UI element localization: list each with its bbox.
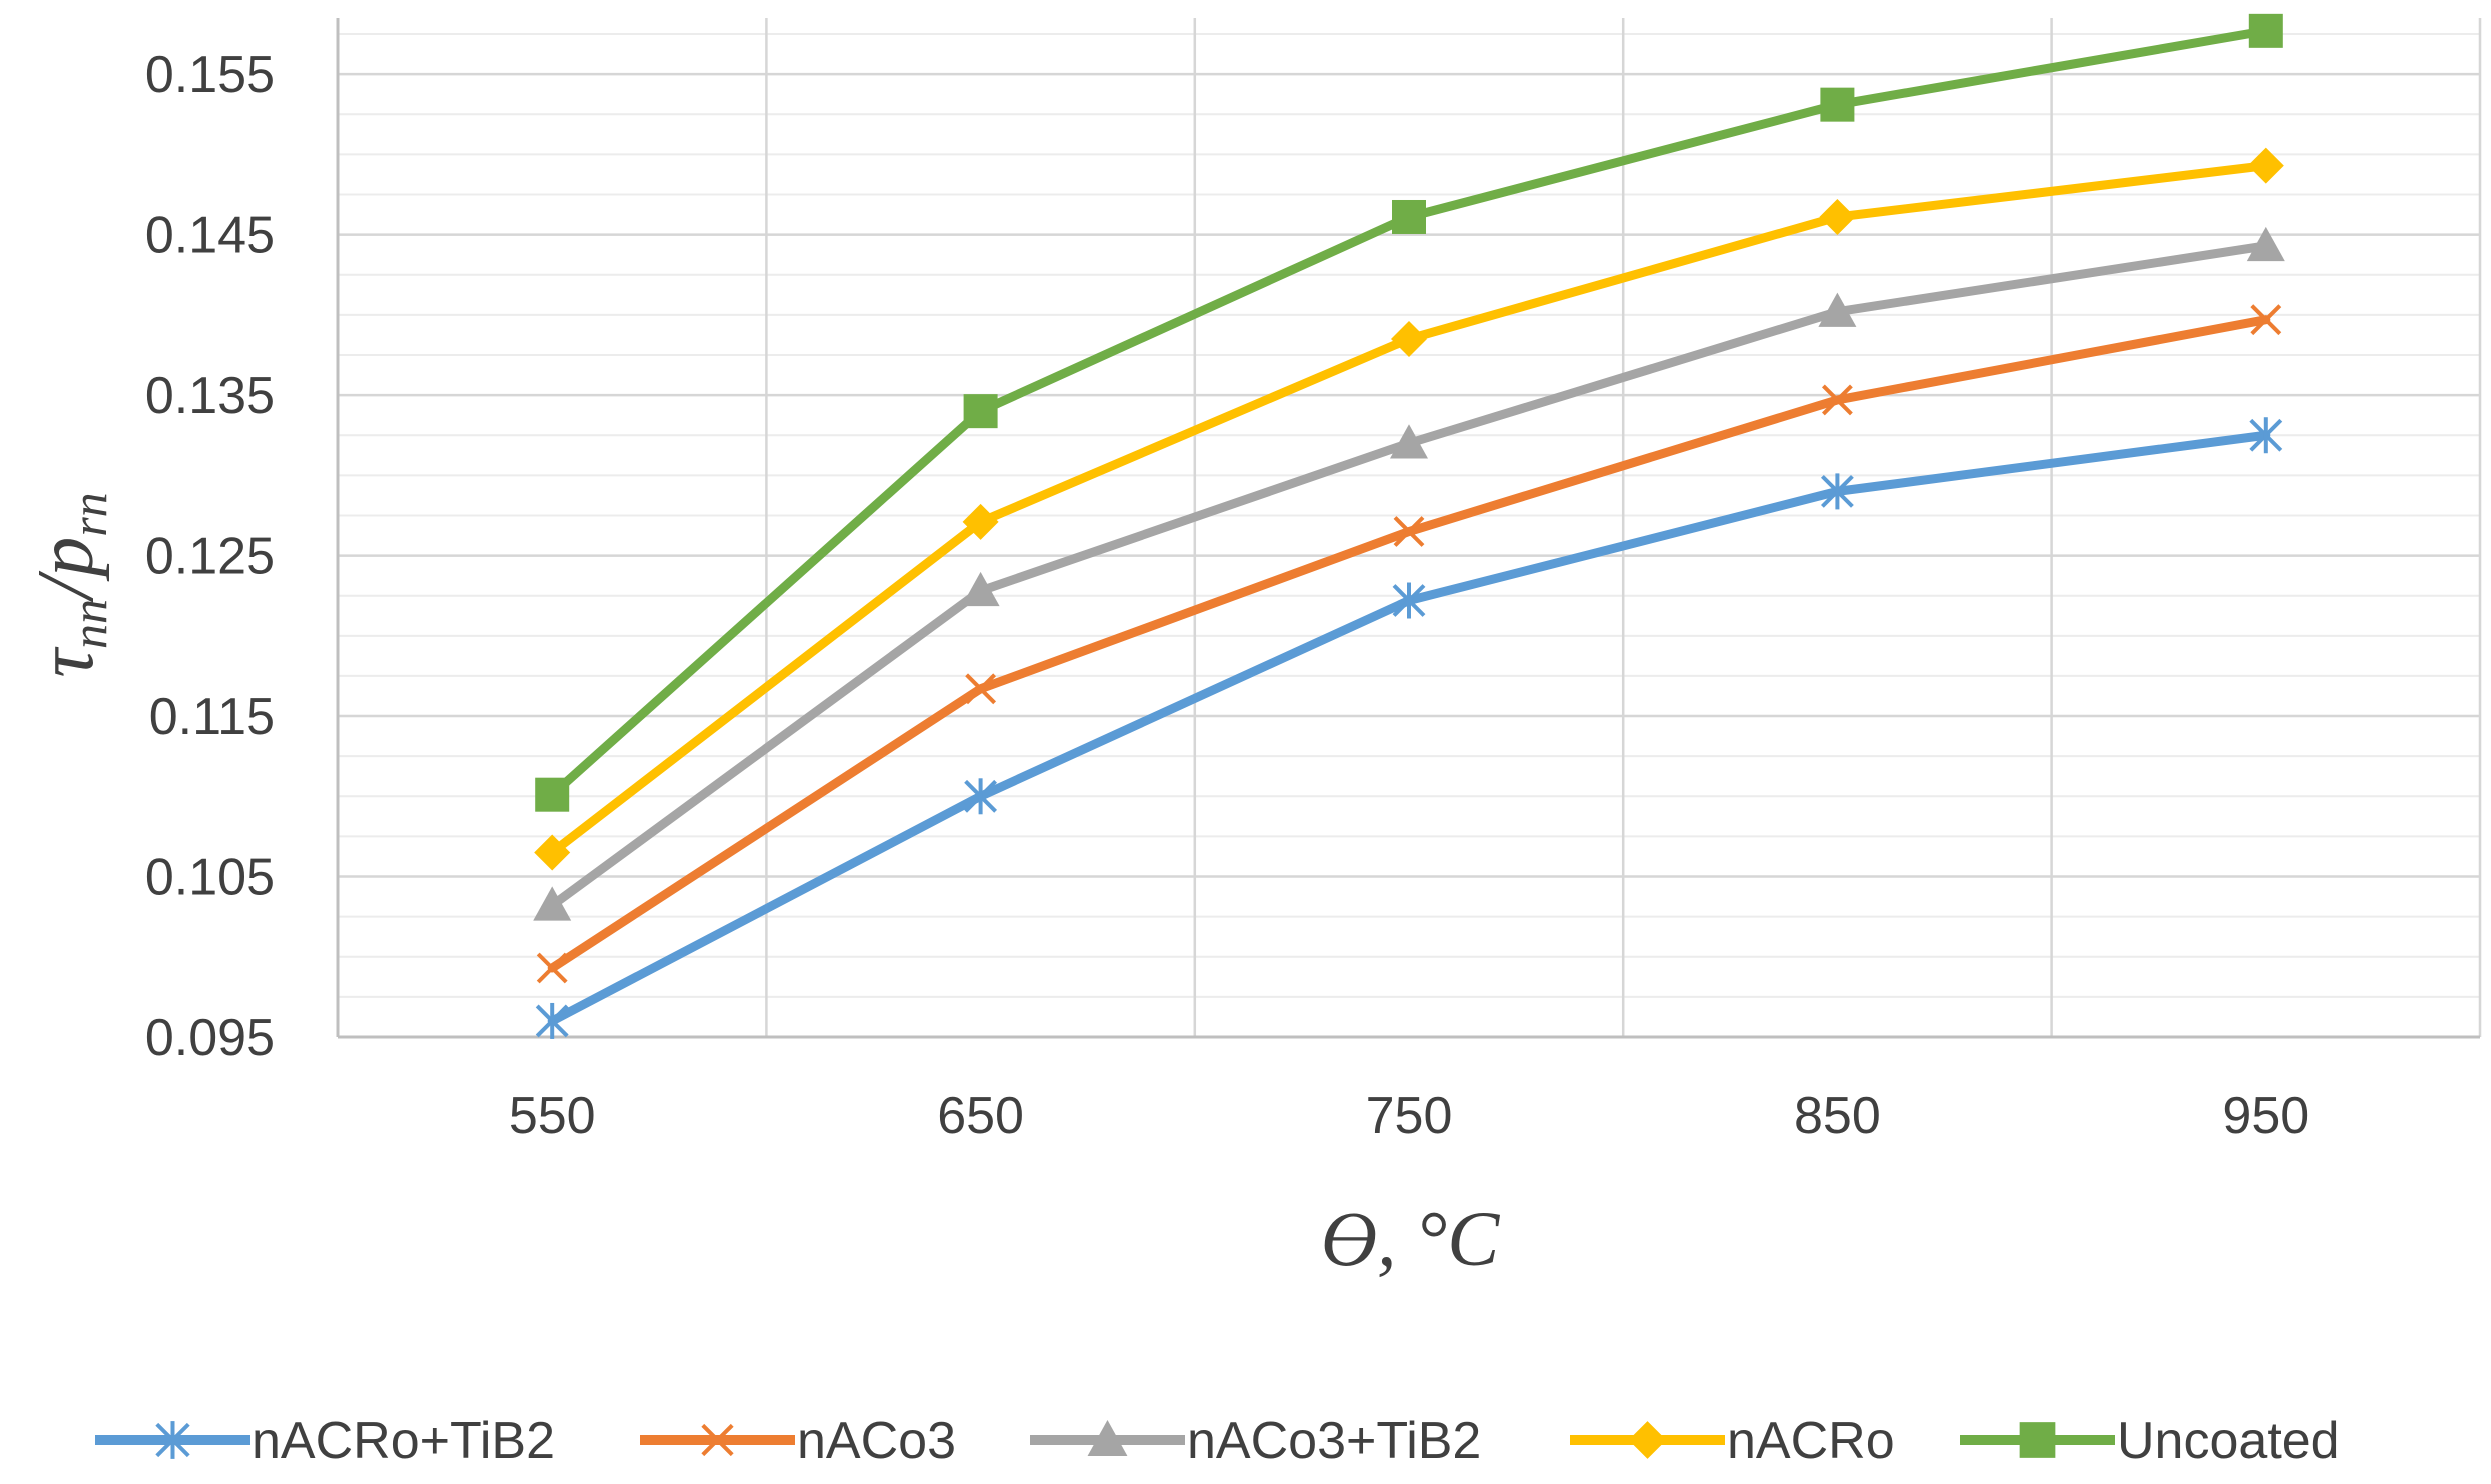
- marker-x-stroke: [1393, 516, 1425, 547]
- legend-label: nACRo+TiB2: [252, 1412, 555, 1470]
- data-point: [2249, 417, 2283, 454]
- marker-diamond: [2247, 147, 2284, 184]
- series-naco3: [536, 304, 2282, 984]
- legend-label: nACo3: [797, 1412, 956, 1470]
- marker-triangle: [533, 886, 572, 921]
- x-tick-label: 550: [509, 1087, 596, 1145]
- marker-square: [1820, 87, 1855, 122]
- x-tick-label: 650: [937, 1087, 1024, 1145]
- series-group: [533, 13, 2285, 1039]
- y-tick-label: 0.115: [149, 688, 275, 746]
- series-line: [547, 315, 2271, 973]
- data-point: [964, 778, 998, 815]
- data-point: [1820, 473, 1854, 510]
- marker-triangle: [961, 571, 1000, 607]
- marker-diamond: [962, 503, 999, 540]
- legend-item: nACRo+TiB2: [95, 1412, 555, 1470]
- data-point: [961, 571, 1000, 607]
- y-title-p: p: [22, 537, 110, 582]
- data-point: [1087, 1420, 1128, 1456]
- legend-item: nACo3: [640, 1412, 956, 1470]
- y-tick-label: 0.145: [145, 207, 275, 265]
- data-point: [1390, 424, 1428, 459]
- y-tick-label: 0.095: [145, 1009, 275, 1067]
- marker-square: [963, 394, 998, 429]
- data-point: [155, 1421, 190, 1459]
- x-tick-label: 750: [1366, 1087, 1453, 1145]
- legend-label: Uncoated: [2117, 1412, 2340, 1470]
- marker-square: [1392, 199, 1426, 234]
- data-point: [701, 1423, 734, 1457]
- series-uncoated: [535, 13, 2283, 812]
- marker-triangle: [2246, 226, 2285, 262]
- marker-diamond: [1628, 1421, 1667, 1459]
- data-point: [535, 1002, 569, 1039]
- data-point: [1391, 320, 1427, 357]
- data-point: [965, 673, 997, 705]
- y-tick-label: 0.155: [145, 46, 275, 104]
- data-point: [2019, 1422, 2056, 1458]
- y-axis-title: τnn/prn: [22, 492, 117, 677]
- grid: [338, 18, 2482, 1039]
- data-point: [2247, 147, 2284, 184]
- marker-x-stroke: [1821, 384, 1853, 416]
- legend-item: nACo3+TiB2: [1030, 1412, 1481, 1470]
- data-point: [2246, 226, 2285, 262]
- y-tick-label: 0.105: [145, 849, 275, 907]
- data-point: [1392, 199, 1426, 234]
- data-point: [1819, 198, 1856, 235]
- data-point: [963, 394, 998, 429]
- legend-label: nACo3+TiB2: [1187, 1412, 1481, 1470]
- series-line: [547, 430, 2271, 1026]
- data-point: [1393, 516, 1425, 547]
- data-point: [1392, 582, 1426, 619]
- data-point: [1821, 384, 1853, 416]
- data-point: [536, 952, 568, 984]
- marker-x-stroke: [2250, 304, 2282, 336]
- y-tick-label: 0.125: [145, 528, 275, 586]
- series-line: [547, 161, 2271, 857]
- y-tick-label: 0.135: [145, 367, 275, 425]
- legend-item: nACRo: [1570, 1412, 1895, 1470]
- data-point: [1820, 87, 1855, 122]
- axes: [336, 18, 2480, 1039]
- legend: nACRo+TiB2 nACo3 nACo3+TiB2 nACRo Uncoated: [95, 1412, 2340, 1470]
- marker-x-stroke: [536, 952, 568, 984]
- series-nacro-tib2: [535, 417, 2283, 1039]
- marker-triangle: [1087, 1420, 1128, 1456]
- y-title-sub-nn: nn: [61, 599, 117, 649]
- marker-triangle: [1390, 424, 1428, 459]
- y-title-sub-rn: rn: [61, 492, 117, 536]
- tick-labels: 0.095 0.105 0.115 0.125 0.135 0.145 0.155 550 65…: [145, 46, 2309, 1145]
- marker-x-stroke: [701, 1423, 734, 1457]
- svg-text:τnn/prn: τnn/prn: [22, 492, 117, 677]
- data-point: [2250, 304, 2282, 336]
- data-point: [962, 503, 999, 540]
- data-point: [1818, 292, 1857, 327]
- y-title-tau: τ: [22, 646, 110, 678]
- marker-x-stroke: [965, 673, 997, 705]
- data-point: [534, 834, 571, 871]
- marker-square: [2248, 13, 2283, 48]
- series-nacro: [534, 147, 2284, 871]
- marker-diamond: [534, 834, 571, 871]
- x-tick-label: 950: [2222, 1087, 2309, 1145]
- legend-label: nACRo: [1727, 1412, 1895, 1470]
- data-point: [1628, 1421, 1667, 1459]
- marker-square: [2019, 1422, 2056, 1458]
- marker-diamond: [1819, 198, 1856, 235]
- data-point: [535, 777, 570, 812]
- marker-diamond: [1391, 320, 1427, 357]
- series-line: [547, 26, 2271, 800]
- data-point: [2248, 13, 2283, 48]
- marker-square: [535, 777, 570, 812]
- legend-item: Uncoated: [1960, 1412, 2340, 1470]
- series-naco3-tib2: [533, 226, 2285, 921]
- x-tick-label: 850: [1794, 1087, 1881, 1145]
- x-axis-title: ϴ, °C: [1321, 1195, 1501, 1282]
- marker-triangle: [1818, 292, 1857, 327]
- data-point: [533, 886, 572, 921]
